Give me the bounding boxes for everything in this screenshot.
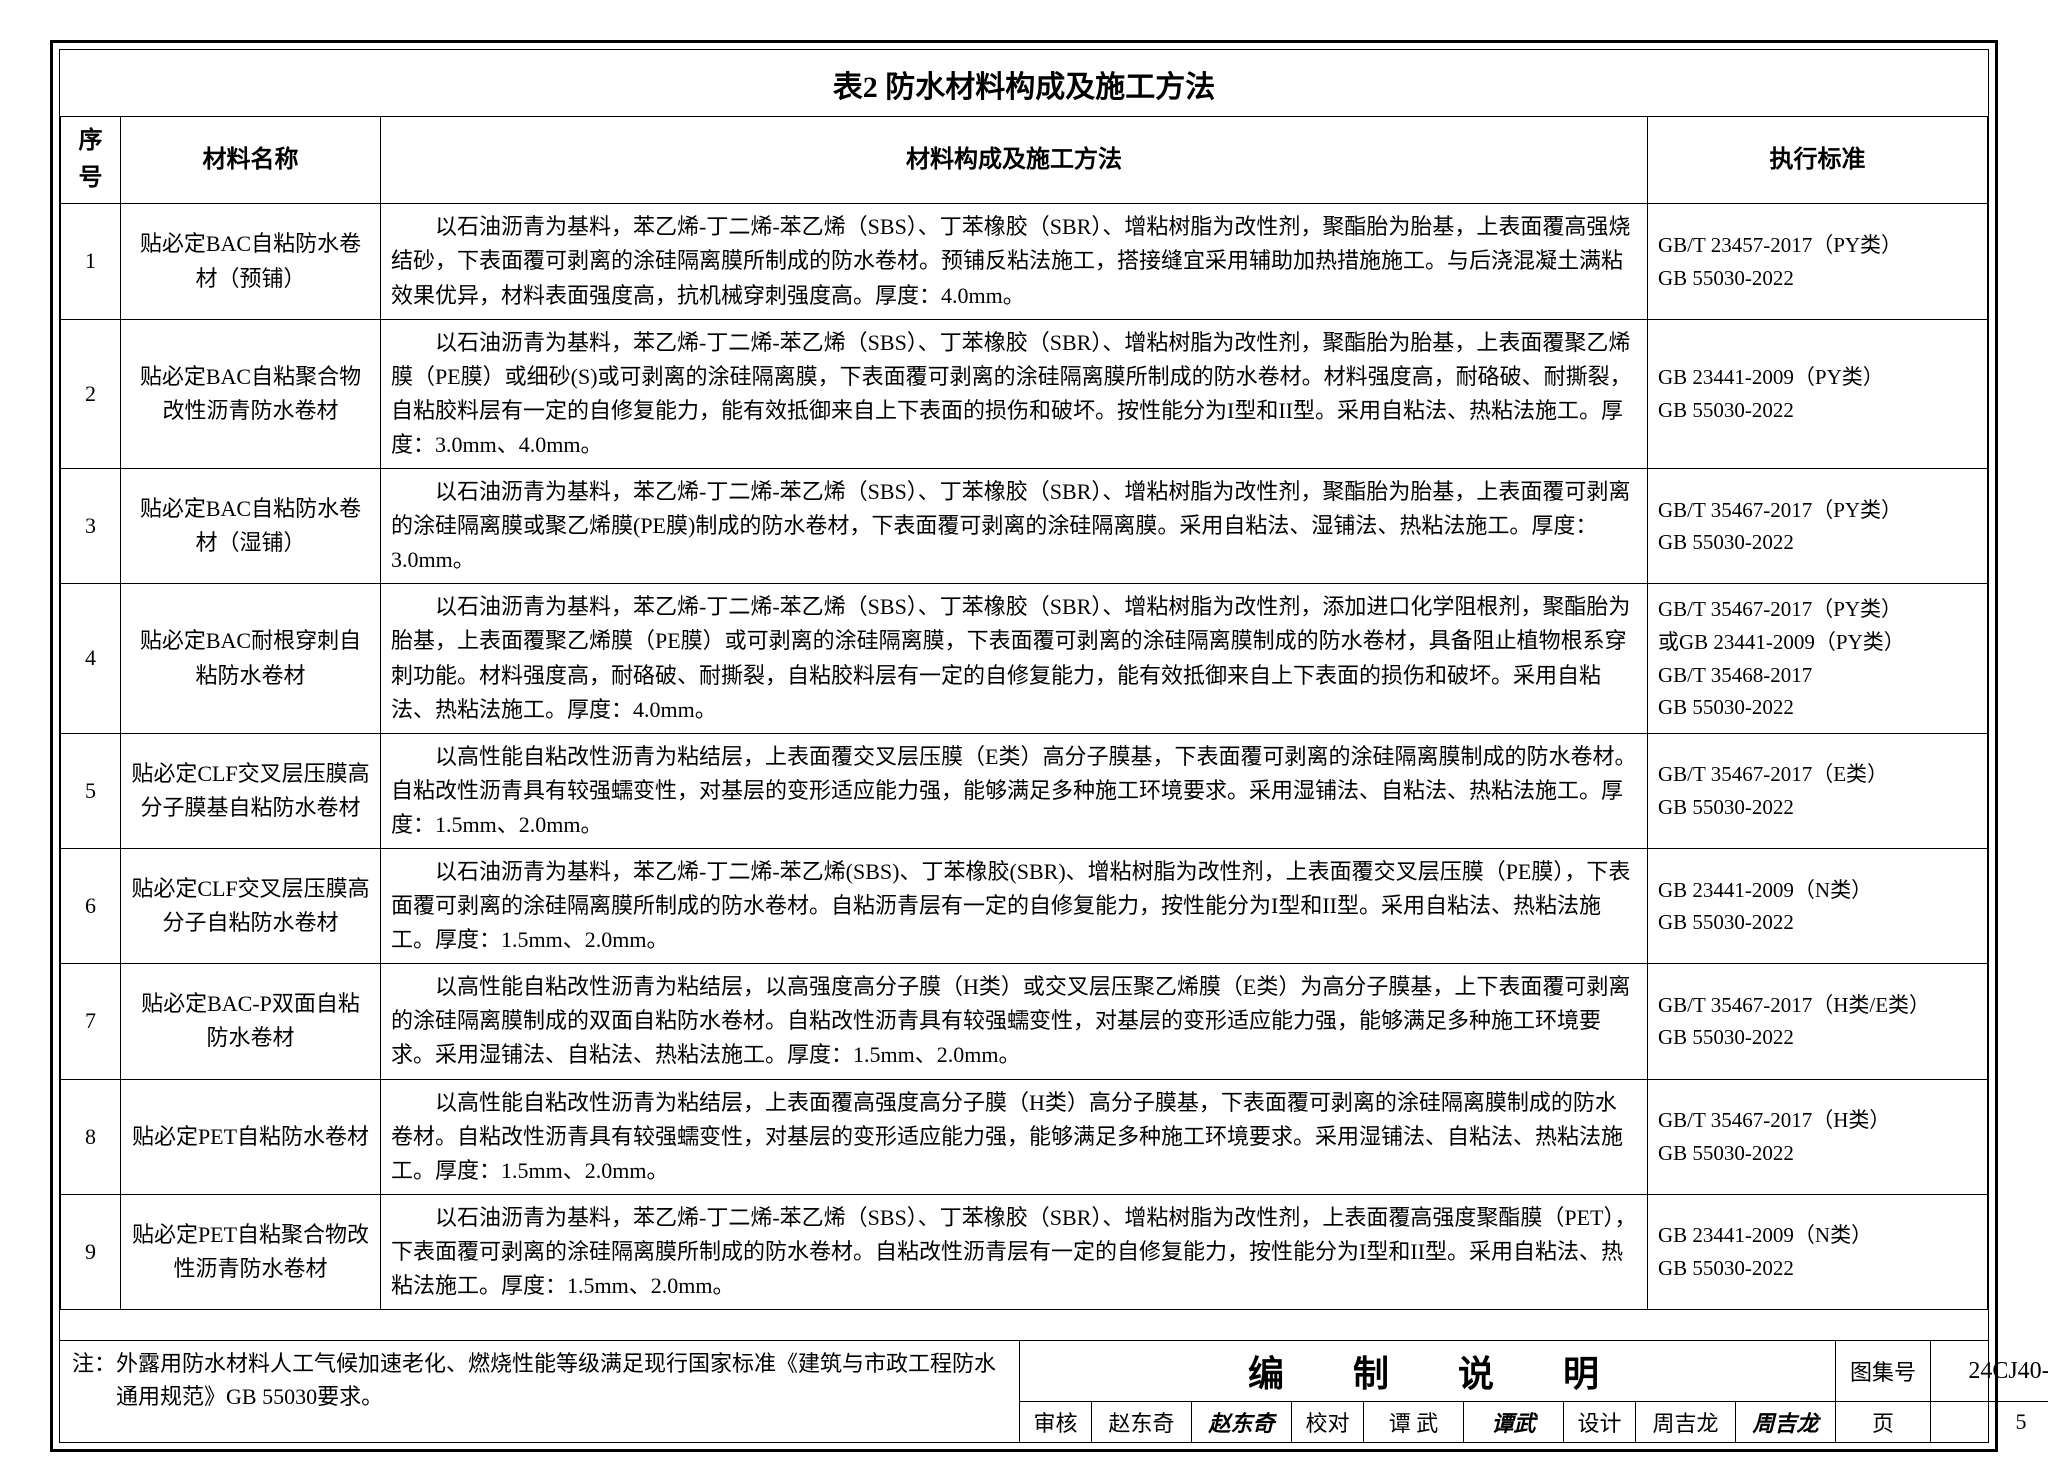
cell-name: 贴必定CLF交叉层压膜高分子膜基自粘防水卷材: [121, 733, 381, 848]
cell-name: 贴必定BAC自粘聚合物改性沥青防水卷材: [121, 319, 381, 468]
cell-std: GB/T 35467-2017（H类） GB 55030-2022: [1648, 1079, 1988, 1194]
check-label: 校对: [1292, 1402, 1364, 1442]
cell-desc: 以石油沥青为基料，苯乙烯-丁二烯-苯乙烯（SBS）、丁苯橡胶（SBR）、增粘树脂…: [381, 469, 1648, 584]
page-number: 5: [1931, 1402, 2048, 1442]
cell-desc: 以石油沥青为基料，苯乙烯-丁二烯-苯乙烯(SBS)、丁苯橡胶(SBR)、增粘树脂…: [381, 848, 1648, 963]
table-title: 表2 防水材料构成及施工方法: [60, 50, 1988, 116]
header-std: 执行标准: [1648, 117, 1988, 204]
cell-name: 贴必定BAC自粘防水卷材（预铺）: [121, 204, 381, 319]
cell-desc: 以石油沥青为基料，苯乙烯-丁二烯-苯乙烯（SBS）、丁苯橡胶（SBR）、增粘树脂…: [381, 1194, 1648, 1309]
header-desc: 材料构成及施工方法: [381, 117, 1648, 204]
cell-std: GB 23441-2009（PY类） GB 55030-2022: [1648, 319, 1988, 468]
cell-desc: 以石油沥青为基料，苯乙烯-丁二烯-苯乙烯（SBS）、丁苯橡胶（SBR）、增粘树脂…: [381, 584, 1648, 733]
cell-seq: 1: [61, 204, 121, 319]
doc-title: 编 制 说 明: [1020, 1341, 1836, 1401]
cell-seq: 4: [61, 584, 121, 733]
cell-name: 贴必定BAC自粘防水卷材（湿铺）: [121, 469, 381, 584]
cell-desc: 以石油沥青为基料，苯乙烯-丁二烯-苯乙烯（SBS）、丁苯橡胶（SBR）、增粘树脂…: [381, 319, 1648, 468]
code-value: 24CJ40-69: [1931, 1341, 2048, 1401]
cell-std: GB 23441-2009（N类） GB 55030-2022: [1648, 1194, 1988, 1309]
review-signature: 赵东奇: [1192, 1402, 1292, 1442]
footer-block: 注： 外露用防水材料人工气候加速老化、燃烧性能等级满足现行国家标准《建筑与市政工…: [60, 1340, 1988, 1442]
table-row: 4贴必定BAC耐根穿刺自粘防水卷材以石油沥青为基料，苯乙烯-丁二烯-苯乙烯（SB…: [61, 584, 1988, 733]
note-text: 外露用防水材料人工气候加速老化、燃烧性能等级满足现行国家标准《建筑与市政工程防水…: [116, 1347, 1007, 1438]
page-label: 页: [1836, 1402, 1931, 1442]
cell-seq: 3: [61, 469, 121, 584]
cell-name: 贴必定BAC-P双面自粘防水卷材: [121, 964, 381, 1079]
table-row: 6贴必定CLF交叉层压膜高分子自粘防水卷材以石油沥青为基料，苯乙烯-丁二烯-苯乙…: [61, 848, 1988, 963]
cell-std: GB/T 35467-2017（PY类） 或GB 23441-2009（PY类）…: [1648, 584, 1988, 733]
cell-desc: 以高性能自粘改性沥青为粘结层，上表面覆高强度高分子膜（H类）高分子膜基，下表面覆…: [381, 1079, 1648, 1194]
cell-name: 贴必定BAC耐根穿刺自粘防水卷材: [121, 584, 381, 733]
table-row: 3贴必定BAC自粘防水卷材（湿铺）以石油沥青为基料，苯乙烯-丁二烯-苯乙烯（SB…: [61, 469, 1988, 584]
cell-desc: 以高性能自粘改性沥青为粘结层，上表面覆交叉层压膜（E类）高分子膜基，下表面覆可剥…: [381, 733, 1648, 848]
check-signature: 谭武: [1464, 1402, 1564, 1442]
review-name: 赵东奇: [1092, 1402, 1192, 1442]
cell-desc: 以高性能自粘改性沥青为粘结层，以高强度高分子膜（H类）或交叉层压聚乙烯膜（E类）…: [381, 964, 1648, 1079]
cell-name: 贴必定PET自粘聚合物改性沥青防水卷材: [121, 1194, 381, 1309]
design-label: 设计: [1564, 1402, 1636, 1442]
design-name: 周吉龙: [1636, 1402, 1736, 1442]
review-label: 审核: [1020, 1402, 1092, 1442]
code-label: 图集号: [1836, 1341, 1931, 1401]
cell-desc: 以石油沥青为基料，苯乙烯-丁二烯-苯乙烯（SBS）、丁苯橡胶（SBR）、增粘树脂…: [381, 204, 1648, 319]
cell-std: GB 23441-2009（N类） GB 55030-2022: [1648, 848, 1988, 963]
cell-name: 贴必定PET自粘防水卷材: [121, 1079, 381, 1194]
cell-seq: 7: [61, 964, 121, 1079]
table-row: 1贴必定BAC自粘防水卷材（预铺）以石油沥青为基料，苯乙烯-丁二烯-苯乙烯（SB…: [61, 204, 1988, 319]
table-row: 7贴必定BAC-P双面自粘防水卷材以高性能自粘改性沥青为粘结层，以高强度高分子膜…: [61, 964, 1988, 1079]
table-row: 5贴必定CLF交叉层压膜高分子膜基自粘防水卷材以高性能自粘改性沥青为粘结层，上表…: [61, 733, 1988, 848]
table-row: 8贴必定PET自粘防水卷材以高性能自粘改性沥青为粘结层，上表面覆高强度高分子膜（…: [61, 1079, 1988, 1194]
cell-seq: 5: [61, 733, 121, 848]
cell-std: GB/T 35467-2017（H类/E类） GB 55030-2022: [1648, 964, 1988, 1079]
header-seq: 序号: [61, 117, 121, 204]
design-signature: 周吉龙: [1736, 1402, 1836, 1442]
cell-seq: 6: [61, 848, 121, 963]
cell-seq: 2: [61, 319, 121, 468]
materials-table: 序号 材料名称 材料构成及施工方法 执行标准 1贴必定BAC自粘防水卷材（预铺）…: [60, 116, 1988, 1310]
cell-seq: 9: [61, 1194, 121, 1309]
table-row: 9贴必定PET自粘聚合物改性沥青防水卷材以石油沥青为基料，苯乙烯-丁二烯-苯乙烯…: [61, 1194, 1988, 1309]
cell-std: GB/T 35467-2017（E类） GB 55030-2022: [1648, 733, 1988, 848]
cell-name: 贴必定CLF交叉层压膜高分子自粘防水卷材: [121, 848, 381, 963]
note-label: 注：: [72, 1347, 116, 1438]
check-name: 谭 武: [1364, 1402, 1464, 1442]
cell-std: GB/T 35467-2017（PY类） GB 55030-2022: [1648, 469, 1988, 584]
cell-std: GB/T 23457-2017（PY类） GB 55030-2022: [1648, 204, 1988, 319]
header-name: 材料名称: [121, 117, 381, 204]
cell-seq: 8: [61, 1079, 121, 1194]
table-row: 2贴必定BAC自粘聚合物改性沥青防水卷材以石油沥青为基料，苯乙烯-丁二烯-苯乙烯…: [61, 319, 1988, 468]
